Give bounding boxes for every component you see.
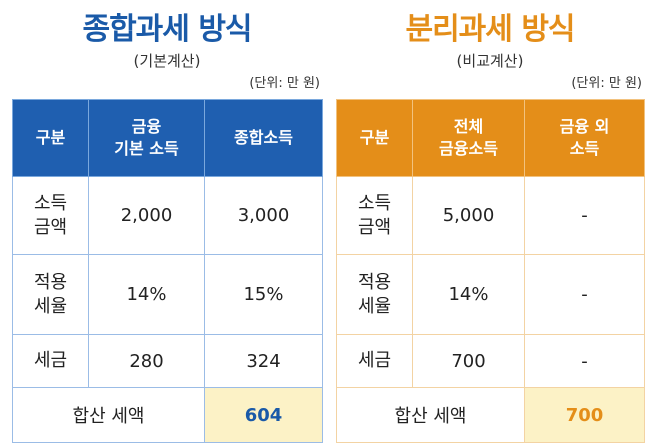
table-row: 소득 금액 5,000 -: [336, 176, 645, 255]
row-label: 적용 세율: [12, 254, 89, 335]
separate-tax-panel: 분리과세 방식 (비교계산) (단위: 만 원) 구분 전체 금융소득 금융 외…: [336, 0, 645, 443]
unit-note: (단위: 만 원): [249, 76, 320, 91]
cell-value: 280: [88, 334, 205, 388]
header-category: 구분: [336, 99, 413, 177]
row-label: 소득 금액: [12, 176, 89, 255]
unit-note: (단위: 만 원): [571, 76, 642, 91]
cell-value: 5,000: [412, 176, 525, 255]
row-label: 세금: [336, 334, 413, 388]
row-label: 적용 세율: [336, 254, 413, 335]
comprehensive-tax-panel: 종합과세 방식 (기본계산) (단위: 만 원) 구분 금융 기본 소득 종합소…: [12, 0, 323, 443]
cell-value: 324: [204, 334, 323, 388]
total-label: 합산 세액: [336, 387, 525, 443]
table-row: 적용 세율 14% -: [336, 254, 645, 335]
row-label: 소득 금액: [336, 176, 413, 255]
cell-value: 14%: [412, 254, 525, 335]
separate-tax-table: 구분 전체 금융소득 금융 외 소득 소득 금액 5,000 - 적용 세율 1…: [336, 99, 645, 443]
cell-value: -: [524, 334, 645, 388]
table-header-row: 구분 전체 금융소득 금융 외 소득: [336, 99, 645, 177]
table-row: 적용 세율 14% 15%: [12, 254, 323, 335]
total-value: 700: [524, 387, 645, 443]
total-row: 합산 세액 604: [12, 387, 323, 443]
cell-value: 3,000: [204, 176, 323, 255]
cell-value: 15%: [204, 254, 323, 335]
header-total-financial-income: 전체 금융소득: [412, 99, 525, 177]
cell-value: -: [524, 254, 645, 335]
cell-value: 2,000: [88, 176, 205, 255]
total-row: 합산 세액 700: [336, 387, 645, 443]
cell-value: 700: [412, 334, 525, 388]
header-comprehensive-income: 종합소득: [204, 99, 323, 177]
table-row: 소득 금액 2,000 3,000: [12, 176, 323, 255]
header-basic-financial-income: 금융 기본 소득: [88, 99, 205, 177]
table-row: 세금 280 324: [12, 334, 323, 388]
table-header-row: 구분 금융 기본 소득 종합소득: [12, 99, 323, 177]
panel-subtitle: (비교계산): [456, 52, 524, 70]
total-label: 합산 세액: [12, 387, 205, 443]
total-value: 604: [204, 387, 323, 443]
comprehensive-tax-table: 구분 금융 기본 소득 종합소득 소득 금액 2,000 3,000 적용 세율…: [12, 99, 323, 443]
cell-value: 14%: [88, 254, 205, 335]
panel-title: 분리과세 방식: [405, 12, 575, 47]
panel-subtitle: (기본계산): [133, 52, 201, 70]
table-row: 세금 700 -: [336, 334, 645, 388]
cell-value: -: [524, 176, 645, 255]
row-label: 세금: [12, 334, 89, 388]
header-category: 구분: [12, 99, 89, 177]
panel-title: 종합과세 방식: [82, 12, 252, 47]
header-non-financial-income: 금융 외 소득: [524, 99, 645, 177]
